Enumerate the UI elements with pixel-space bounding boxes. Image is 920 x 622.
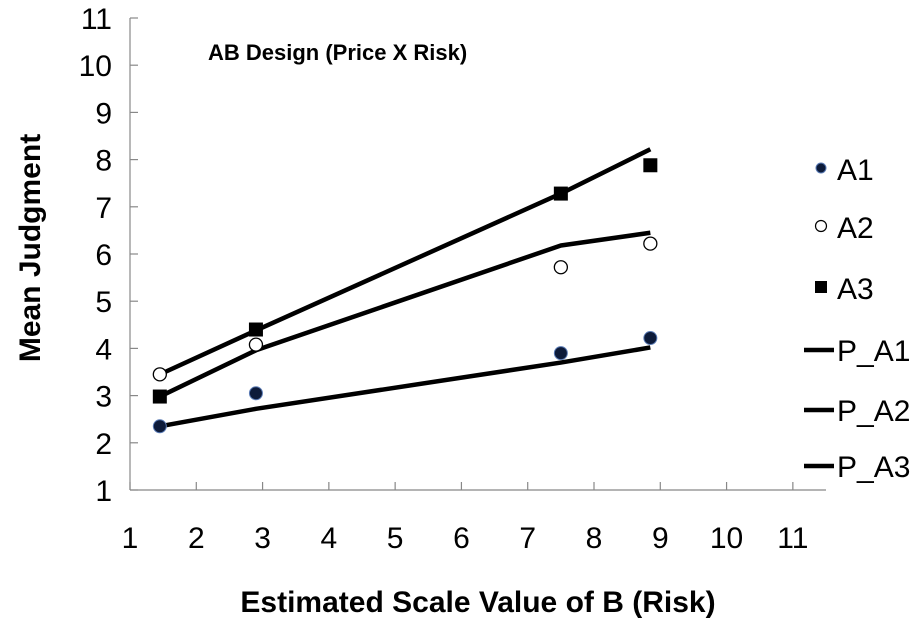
legend-marker-a3 — [815, 281, 827, 293]
x-tick-label: 4 — [321, 522, 338, 555]
point-a1 — [553, 346, 568, 361]
point-a3 — [643, 158, 658, 173]
point-a3 — [553, 186, 568, 201]
point-a3 — [248, 322, 263, 337]
legend-label: A2 — [837, 212, 874, 245]
x-tick-label: 10 — [710, 522, 743, 555]
point-a2 — [248, 337, 264, 352]
line-p-a2 — [158, 230, 651, 399]
x-axis-title: Estimated Scale Value of B (Risk) — [240, 586, 715, 619]
y-tick-label: 9 — [95, 97, 112, 130]
legend-label: P_A3 — [837, 451, 910, 484]
data-points — [152, 158, 658, 434]
legend-label: P_A2 — [837, 395, 910, 428]
x-tick-label: 6 — [453, 522, 470, 555]
x-tick-label: 3 — [254, 522, 271, 555]
point-a1 — [248, 386, 263, 401]
x-tick-label: 11 — [777, 522, 808, 555]
y-tick-label: 11 — [81, 3, 112, 36]
line-p-a3 — [158, 147, 652, 377]
legend-marker-a2 — [814, 219, 828, 233]
point-a2 — [643, 236, 658, 251]
legend: A1 A2 A3 P_A1 P_A2 P_A3 — [804, 154, 910, 484]
y-tick-label: 10 — [79, 50, 112, 83]
y-tick-label: 8 — [95, 145, 112, 178]
y-tick-label: 7 — [95, 192, 112, 225]
x-tick-label: 9 — [652, 522, 669, 555]
x-ticks: 1 2 3 4 5 6 7 8 9 10 11 — [122, 482, 808, 555]
point-a2 — [553, 260, 569, 275]
y-ticks: 1 2 3 4 5 6 7 8 9 10 11 — [79, 3, 138, 508]
x-tick-label: 7 — [519, 522, 536, 555]
y-tick-label: 2 — [95, 428, 112, 461]
chart-title: AB Design (Price X Risk) — [208, 40, 467, 65]
y-axis-title: Mean Judgment — [14, 134, 47, 362]
x-tick-label: 2 — [188, 522, 205, 555]
point-a1 — [152, 419, 167, 434]
point-a3 — [152, 389, 167, 404]
y-tick-label: 1 — [95, 475, 112, 508]
point-a1 — [643, 331, 658, 346]
y-tick-label: 5 — [95, 286, 112, 319]
y-tick-label: 6 — [95, 239, 112, 272]
x-tick-label: 5 — [387, 522, 404, 555]
x-tick-label: 8 — [586, 522, 603, 555]
legend-label: P_A1 — [837, 335, 910, 368]
line-p-a1 — [159, 345, 651, 429]
legend-label: A1 — [837, 154, 874, 187]
y-tick-label: 3 — [95, 381, 112, 414]
legend-label: A3 — [837, 273, 874, 306]
y-tick-label: 4 — [95, 333, 112, 366]
point-a2 — [152, 367, 167, 382]
axes — [129, 18, 826, 491]
legend-marker-a1 — [815, 162, 827, 174]
x-tick-label: 1 — [122, 522, 139, 555]
fit-lines — [158, 147, 652, 429]
